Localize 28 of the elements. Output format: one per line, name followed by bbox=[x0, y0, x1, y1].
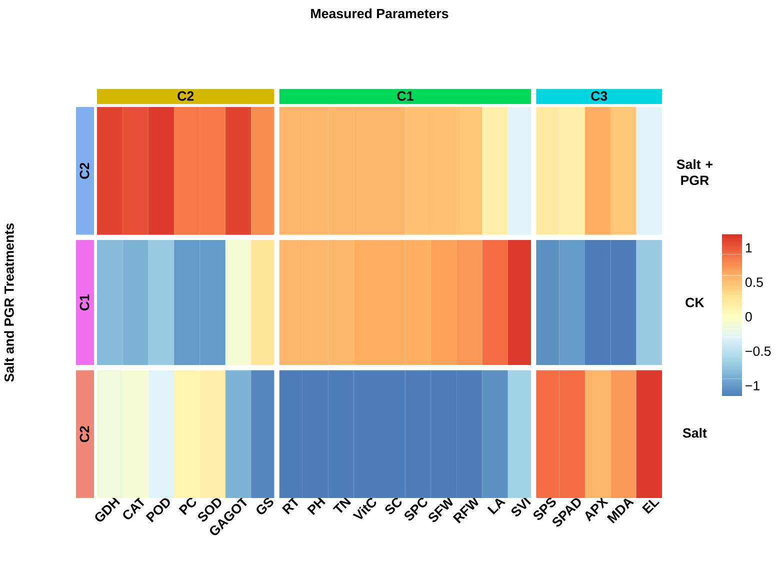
text: C2 bbox=[80, 426, 90, 442]
y-tick-label: CK bbox=[686, 298, 704, 308]
text: C1 bbox=[80, 294, 90, 310]
x-tick-label: SVI bbox=[511, 496, 531, 516]
x-tick-label: PC bbox=[178, 498, 196, 516]
color-bar-label: 0.5 bbox=[745, 278, 763, 287]
text: Salt and PGR Treatments bbox=[4, 223, 14, 382]
text: C2 bbox=[178, 91, 194, 101]
x-tick-label: LA bbox=[487, 498, 506, 514]
x-tick-label: SC bbox=[385, 498, 402, 514]
chart-title: Measured Parameters bbox=[311, 8, 448, 18]
y-tick-label: Salt + PGR bbox=[676, 159, 713, 186]
x-tick-label: VitC bbox=[352, 498, 376, 520]
x-tick-label: CAT bbox=[123, 496, 144, 520]
x-tick-label: TN bbox=[332, 496, 352, 513]
color-bar-label: 0 bbox=[745, 312, 752, 322]
text: C3 bbox=[591, 91, 608, 101]
x-tick-label: GS bbox=[256, 498, 274, 514]
x-tick-label: EL bbox=[642, 500, 660, 514]
color-bar-label: −1 bbox=[746, 381, 760, 390]
x-tick-label: SPC bbox=[404, 498, 428, 521]
text: C1 bbox=[397, 91, 414, 101]
color-bar-label: 1 bbox=[746, 243, 752, 252]
x-tick-label: PH bbox=[307, 496, 326, 515]
y-tick-label: Salt bbox=[682, 428, 707, 438]
text: C2 bbox=[80, 162, 90, 179]
color-bar-label: −0.5 bbox=[746, 346, 771, 356]
x-tick-label: RT bbox=[282, 496, 298, 514]
